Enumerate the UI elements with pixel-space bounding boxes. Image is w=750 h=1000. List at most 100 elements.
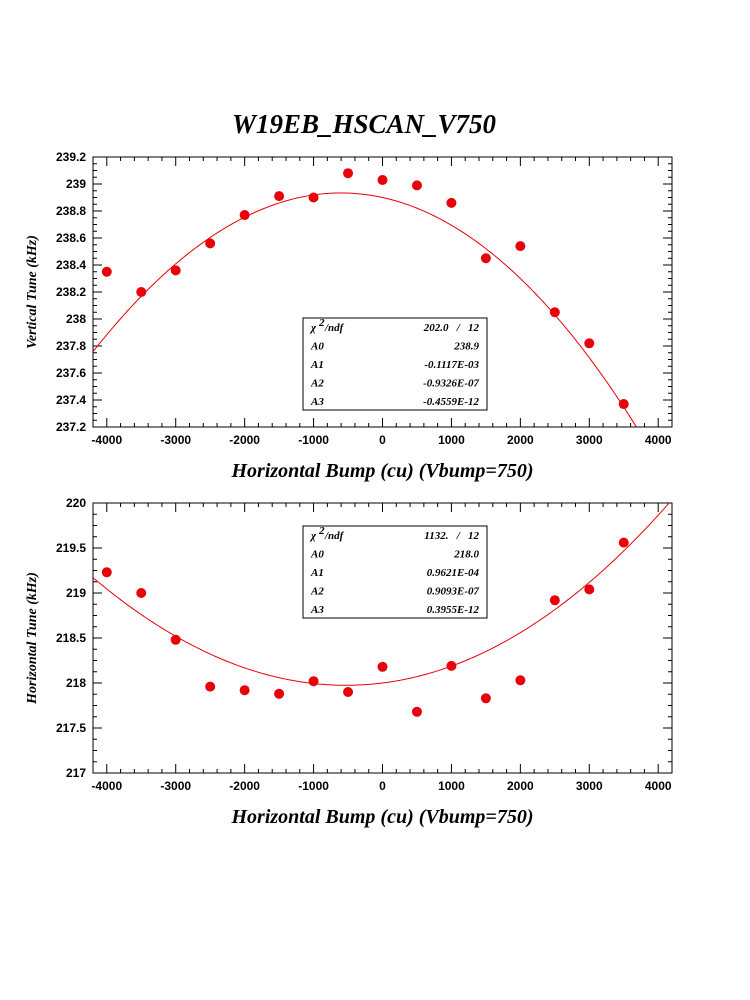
x-tick-label: -3000 <box>160 433 191 447</box>
y-tick-label: 219.5 <box>56 541 86 555</box>
y-axis-title: Horizontal Tune (kHz) <box>25 572 40 705</box>
y-tick-label: 237.4 <box>56 393 86 407</box>
y-tick-label: 218 <box>66 676 86 690</box>
data-point <box>101 266 112 277</box>
chi2-superscript: 2 <box>318 317 325 329</box>
chi2-symbol: χ <box>309 530 317 542</box>
y-tick-label: 238 <box>66 312 86 326</box>
x-tick-label: 4000 <box>645 779 672 793</box>
x-tick-label: -3000 <box>160 779 191 793</box>
chi2-value: 1132. / 12 <box>424 530 479 542</box>
y-tick-label: 218.5 <box>56 631 86 645</box>
x-tick-label: -2000 <box>229 779 260 793</box>
chi2-superscript: 2 <box>318 525 325 537</box>
data-point <box>274 191 285 202</box>
data-point <box>170 265 181 276</box>
y-tick-label: 217 <box>66 766 86 780</box>
param-name: A1 <box>310 567 324 579</box>
y-axis-title: Vertical Tune (kHz) <box>25 235 40 349</box>
data-point <box>101 567 112 578</box>
x-tick-label: 4000 <box>645 433 672 447</box>
stats-box <box>302 317 488 411</box>
x-axis-title: Horizontal Bump (cu) (Vbump=750) <box>231 806 534 828</box>
data-point <box>480 693 491 704</box>
data-point <box>411 706 422 717</box>
y-tick-label: 220 <box>66 496 86 510</box>
data-point <box>136 588 147 598</box>
param-value: -0.9326E-07 <box>423 377 479 389</box>
horizontal-tune-panel: -4000 -3000 -2000 -1000 0 1000 2000 3000 4000 217… <box>25 496 673 828</box>
data-point <box>343 687 354 697</box>
x-tick-label: 1000 <box>438 433 465 447</box>
data-point <box>274 688 285 699</box>
stats-box <box>302 525 488 619</box>
param-value: 238.9 <box>453 341 479 353</box>
x-tick-label: 3000 <box>576 433 603 447</box>
chi2-symbol: χ <box>309 322 317 334</box>
data-point <box>239 685 250 696</box>
chi2-value: 202.0 / 12 <box>423 322 480 334</box>
y-tick-label: 219 <box>66 586 86 600</box>
data-point <box>480 253 491 264</box>
data-point <box>549 595 560 606</box>
data-point <box>343 168 354 179</box>
data-point <box>136 287 147 297</box>
y-tick-label: 239 <box>66 177 86 191</box>
param-name: A2 <box>310 377 324 389</box>
x-tick-label: -4000 <box>91 433 122 447</box>
chi2-ndf-label: /ndf <box>324 530 345 542</box>
data-point <box>377 661 388 672</box>
data-point <box>446 197 457 208</box>
x-tick-label: 3000 <box>576 779 603 793</box>
figure-title: W19EB_HSCAN_V750 <box>232 109 497 139</box>
data-point <box>377 174 388 185</box>
data-point <box>584 584 595 595</box>
x-tick-label: -2000 <box>229 433 260 447</box>
param-name: A3 <box>310 396 324 408</box>
y-tick-label: 238.8 <box>56 204 86 218</box>
param-value: 218.0 <box>453 549 479 561</box>
y-tick-label: 239.2 <box>56 150 86 164</box>
data-point <box>308 676 319 687</box>
chi2-ndf-label: /ndf <box>324 322 345 334</box>
x-tick-label: -1000 <box>298 779 329 793</box>
x-tick-label: 2000 <box>507 779 534 793</box>
param-name: A1 <box>310 359 324 371</box>
x-tick-label: 0 <box>379 433 386 447</box>
data-point <box>205 681 216 692</box>
data-point <box>170 634 181 645</box>
param-value: 0.3955E-12 <box>427 604 480 616</box>
param-value: -0.1117E-03 <box>424 359 479 371</box>
x-tick-label: 0 <box>379 779 386 793</box>
data-point <box>446 660 457 671</box>
y-tick-label: 237.8 <box>56 339 86 353</box>
data-point <box>411 180 422 191</box>
x-tick-label: 2000 <box>507 433 534 447</box>
data-point <box>584 338 595 349</box>
param-name: A3 <box>310 604 324 616</box>
y-tick-label: 238.2 <box>56 285 86 299</box>
param-value: -0.4559E-12 <box>423 396 479 408</box>
fit-curve <box>93 503 670 686</box>
y-tick-label: 238.6 <box>56 231 86 245</box>
y-tick-label: 238.4 <box>56 258 86 272</box>
vertical-tune-panel: -4000 -3000 -2000 -1000 0 1000 2000 3000 4000 237… <box>25 150 673 482</box>
x-tick-label: -1000 <box>298 433 329 447</box>
data-point <box>549 307 560 318</box>
x-tick-label: -4000 <box>91 779 122 793</box>
data-point <box>515 675 526 686</box>
x-tick-label: 1000 <box>438 779 465 793</box>
data-point <box>205 238 216 249</box>
data-point <box>239 210 250 221</box>
y-tick-label: 237.6 <box>56 366 86 380</box>
data-point <box>308 192 319 203</box>
data-point <box>515 241 526 252</box>
param-name: A2 <box>310 585 324 597</box>
fit-curve <box>93 192 638 427</box>
param-value: 0.9621E-04 <box>427 567 480 579</box>
data-point <box>618 537 629 548</box>
param-name: A0 <box>310 549 324 561</box>
data-point <box>618 399 629 410</box>
x-axis-title: Horizontal Bump (cu) (Vbump=750) <box>231 460 534 482</box>
